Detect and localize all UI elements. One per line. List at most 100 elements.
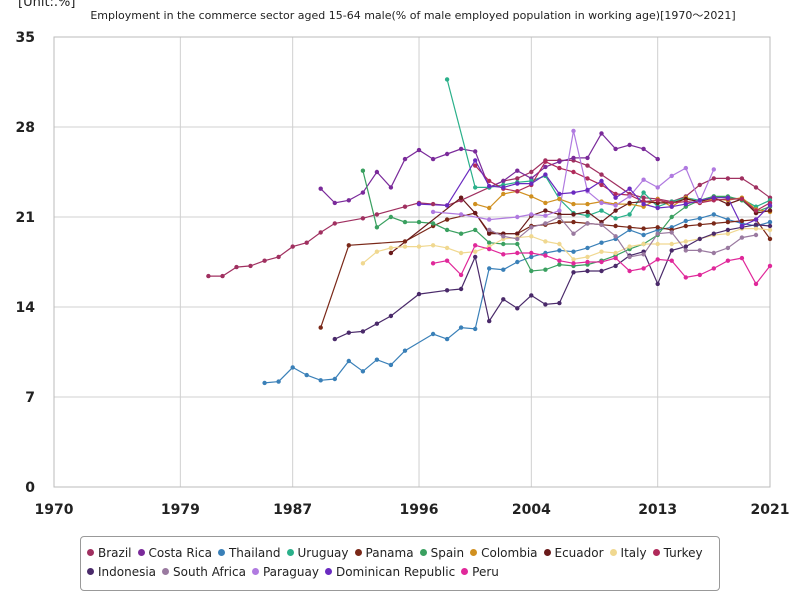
data-point-brazil	[276, 254, 281, 260]
data-point-paraguay	[557, 208, 562, 213]
data-point-spain	[458, 231, 464, 236]
data-point-costa-rica	[599, 131, 604, 136]
legend-item-south-africa[interactable]: South Africa	[162, 565, 246, 579]
data-point-costa-rica	[346, 198, 351, 203]
data-point-brazil	[641, 195, 646, 200]
data-point-spain	[487, 240, 492, 245]
data-point-spain	[515, 241, 520, 247]
data-point-costa-rica	[416, 147, 422, 153]
x-tick-label: 2021	[751, 502, 790, 518]
data-point-paraguay	[529, 212, 534, 217]
series-line-spain	[362, 170, 771, 272]
legend-item-indonesia[interactable]: Indonesia	[87, 565, 156, 579]
data-point-spain	[557, 262, 562, 267]
data-point-dominican-republic	[501, 185, 506, 190]
legend-item-italy[interactable]: Italy	[609, 546, 647, 560]
data-point-thailand	[444, 336, 450, 342]
data-point-south-africa	[613, 234, 618, 239]
data-point-peru	[599, 259, 604, 265]
legend-item-turkey[interactable]: Turkey	[652, 545, 703, 560]
data-point-uruguay	[627, 212, 632, 217]
data-point-indonesia	[346, 330, 351, 335]
data-point-south-africa	[753, 232, 759, 238]
legend-label: Uruguay	[297, 545, 349, 560]
legend-item-peru[interactable]: Peru	[461, 565, 499, 579]
data-point-south-africa	[571, 231, 576, 236]
data-point-italy	[669, 241, 674, 247]
data-point-thailand	[473, 326, 478, 332]
data-point-paraguay	[487, 217, 492, 222]
data-point-peru	[697, 272, 702, 278]
data-point-brazil	[529, 169, 534, 175]
data-point-costa-rica	[430, 156, 436, 162]
data-point-spain	[402, 219, 408, 225]
grid	[53, 36, 771, 488]
legend-item-spain[interactable]: Spain	[419, 546, 464, 560]
legend-item-dominican-republic[interactable]: Dominican Republic	[324, 564, 456, 579]
data-point-italy	[416, 244, 422, 249]
data-point-uruguay	[599, 208, 604, 213]
series-points	[206, 77, 773, 386]
data-point-south-africa	[557, 214, 562, 220]
legend-marker	[461, 568, 469, 575]
data-point-italy	[767, 227, 773, 233]
legend-label: Dominican Republic	[335, 564, 456, 579]
legend-marker	[251, 568, 259, 575]
data-point-italy	[613, 250, 618, 256]
legend-item-paraguay[interactable]: Paraguay	[251, 565, 319, 579]
legend-item-ecuador[interactable]: Ecuador	[543, 546, 604, 560]
data-point-costa-rica	[557, 159, 562, 164]
legend-label: Panama	[365, 545, 414, 560]
y-tick-label: 0	[25, 480, 35, 496]
data-point-brazil	[290, 244, 295, 249]
x-axis-ticks: 1970 1979 1987 1996 2004 2013 2021	[35, 502, 790, 518]
data-point-spain	[430, 221, 436, 226]
data-point-indonesia	[571, 270, 576, 275]
data-point-dominican-republic	[529, 181, 534, 186]
data-point-thailand	[683, 218, 688, 224]
data-point-turkey	[669, 200, 674, 206]
legend-item-brazil[interactable]: Brazil	[87, 546, 132, 560]
data-point-thailand	[641, 232, 646, 238]
data-point-italy	[529, 234, 534, 239]
data-point-spain	[473, 227, 478, 233]
data-point-costa-rica	[543, 164, 548, 170]
data-point-paraguay	[458, 212, 464, 217]
series-points-indonesia	[332, 222, 773, 342]
data-point-brazil	[318, 230, 323, 235]
data-point-indonesia	[487, 318, 492, 324]
legend-item-thailand[interactable]: Thailand	[217, 546, 281, 560]
data-point-costa-rica	[374, 169, 380, 175]
x-tick-label: 2013	[638, 502, 677, 518]
data-point-thailand	[304, 372, 309, 378]
data-point-thailand	[346, 358, 351, 364]
legend-item-colombia[interactable]: Colombia	[470, 546, 538, 560]
data-point-panama	[444, 217, 450, 222]
data-point-peru	[515, 250, 520, 256]
plot-area	[53, 36, 771, 488]
legend-label: Turkey	[663, 545, 703, 560]
legend-item-panama[interactable]: Panama	[354, 545, 414, 560]
legend-marker	[217, 549, 225, 556]
data-point-turkey	[543, 159, 548, 164]
data-point-colombia	[487, 205, 492, 211]
data-point-ecuador	[458, 195, 464, 200]
legend-label: Costa Rica	[148, 545, 212, 560]
data-point-thailand	[487, 266, 492, 271]
data-point-turkey	[487, 178, 492, 184]
legend-item-uruguay[interactable]: Uruguay	[286, 545, 349, 560]
data-point-paraguay	[571, 128, 576, 134]
data-point-dominican-republic	[697, 198, 702, 203]
x-tick-label: 1970	[35, 502, 74, 518]
data-point-panama	[318, 325, 323, 330]
legend-label: Brazil	[98, 545, 132, 560]
legend-item-costa-rica[interactable]: Costa Rica	[137, 545, 212, 560]
data-point-dominican-republic	[571, 190, 576, 195]
series-line-costa-rica	[320, 132, 659, 204]
data-point-dominican-republic	[711, 195, 716, 200]
data-point-brazil	[248, 263, 253, 269]
data-point-panama	[725, 219, 731, 225]
data-point-costa-rica	[515, 168, 520, 173]
data-point-italy	[683, 239, 688, 244]
data-point-turkey	[585, 176, 590, 181]
